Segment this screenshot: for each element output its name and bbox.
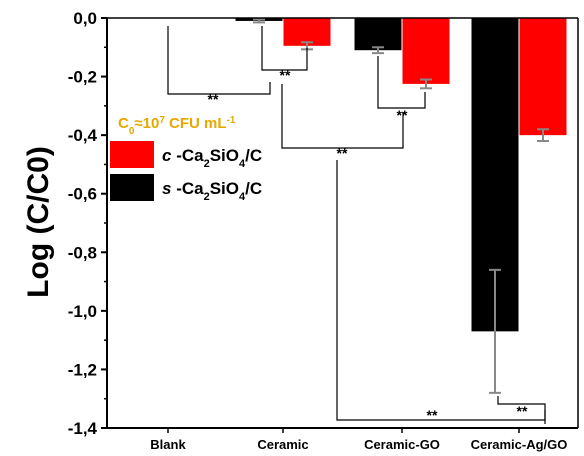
x-tick-label: Blank — [150, 437, 186, 452]
y-tick-label: -0,2 — [68, 68, 97, 87]
y-tick-label: -0,6 — [68, 185, 97, 204]
y-axis-label: Log (C/C0) — [22, 146, 55, 298]
significance-label: ** — [208, 91, 219, 107]
legend-label-part: SiO — [210, 146, 239, 165]
legend-swatch-c — [110, 141, 154, 168]
legend-label-part: 4 — [239, 191, 246, 203]
significance-label: ** — [337, 145, 348, 161]
significance-label: ** — [280, 67, 291, 83]
y-tick-label: -1,2 — [68, 360, 97, 379]
legend-title-part: ≈10 — [134, 115, 159, 132]
legend-title: C0≈107 CFU mL-1 — [118, 115, 236, 137]
legend-title-part: C — [118, 115, 129, 132]
legend-title-part: 7 — [159, 115, 165, 126]
legend-label-part: s — [162, 179, 171, 198]
legend-label-part: SiO — [210, 179, 239, 198]
significance-bracket — [377, 56, 426, 109]
y-tick-label: -1,0 — [68, 302, 97, 321]
legend-label-s: s -Ca2SiO4/C — [162, 179, 262, 203]
significance-label: ** — [397, 107, 408, 123]
significance-label: ** — [517, 403, 528, 419]
legend-label-part: 2 — [204, 191, 210, 203]
legend-label-part: c — [162, 146, 172, 165]
significance-bracket — [497, 396, 546, 424]
x-tick-label: Ceramic — [257, 437, 308, 452]
legend-title-part: CFU mL — [165, 115, 227, 132]
significance-bracket — [167, 26, 271, 95]
x-tick-label: Ceramic-GO — [364, 437, 440, 452]
legend-label-part: /C — [245, 146, 262, 165]
legend-label-part: /C — [245, 179, 262, 198]
legend-label-c: c -Ca2SiO4/C — [162, 146, 262, 170]
bar-c-2 — [402, 18, 450, 84]
y-tick-label: -0,8 — [68, 243, 97, 262]
significance-bracket — [261, 26, 308, 71]
legend-swatch-s — [110, 174, 154, 201]
bar-c-3 — [519, 18, 567, 136]
y-tick-label: -1,4 — [68, 419, 98, 438]
legend-title-part: -1 — [227, 115, 236, 126]
bar-c-1 — [283, 18, 331, 46]
y-tick-label: 0,0 — [73, 9, 97, 28]
legend-label-part: -Ca — [171, 146, 204, 165]
significance-bracket — [281, 84, 404, 149]
x-tick-label: Ceramic-Ag/GO — [471, 437, 568, 452]
significance-label: ** — [427, 407, 438, 423]
legend-label-part: 2 — [204, 158, 210, 170]
legend-label-part: -Ca — [171, 179, 204, 198]
legend-title-part: 0 — [129, 126, 135, 137]
bar-s-2 — [354, 18, 402, 51]
legend-label-part: 4 — [239, 158, 246, 170]
y-tick-label: -0,4 — [68, 126, 98, 145]
